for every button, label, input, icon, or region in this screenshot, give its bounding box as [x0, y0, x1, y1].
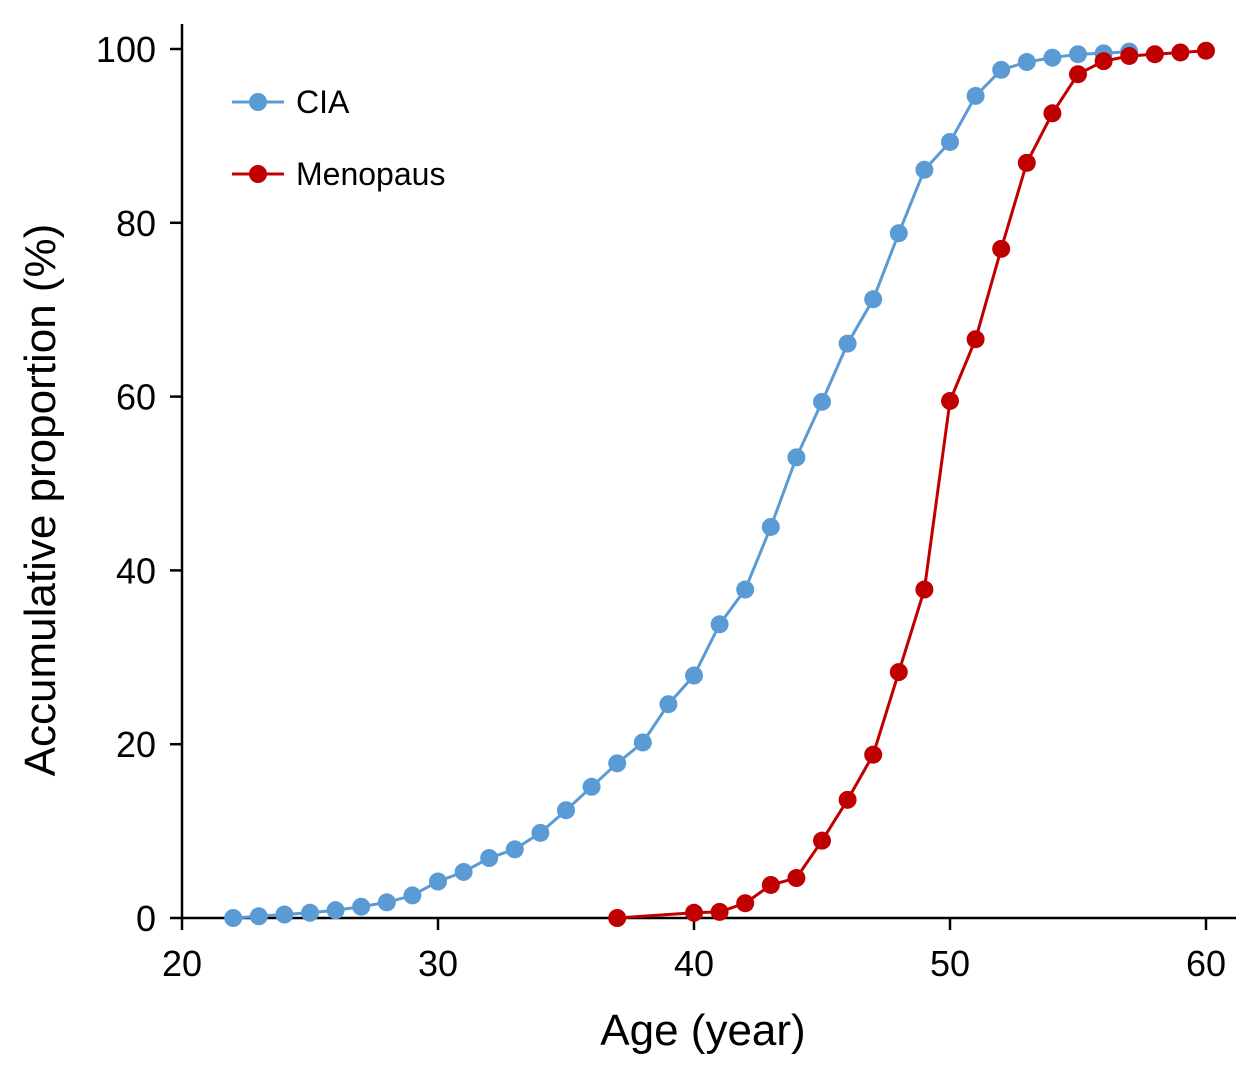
y-tick-label: 0 [136, 898, 156, 939]
series-line [617, 49, 1207, 920]
y-tick-label: 40 [116, 550, 156, 591]
data-point [761, 517, 780, 536]
series-cia [224, 42, 1139, 927]
x-axis-title: Age (year) [600, 1006, 805, 1055]
x-tick-label: 20 [162, 943, 202, 984]
legend-label: Menopaus [296, 156, 445, 192]
data-point [1017, 153, 1036, 172]
data-point [429, 872, 447, 891]
data-point [992, 60, 1011, 79]
data-point [966, 330, 985, 349]
legend: CIA Menopaus [232, 84, 445, 192]
data-point [864, 290, 883, 309]
data-point [326, 901, 345, 920]
data-point [1043, 48, 1062, 67]
data-point [864, 745, 883, 764]
legend-label: CIA [296, 84, 350, 120]
data-point [787, 448, 806, 467]
data-point [249, 907, 268, 926]
data-point [608, 909, 627, 927]
data-point [915, 160, 934, 179]
data-point [685, 903, 703, 922]
data-point [941, 132, 959, 151]
y-tick-label: 60 [116, 377, 156, 418]
y-tick-label: 100 [96, 29, 156, 70]
x-tick-label: 50 [930, 943, 970, 984]
data-point [557, 801, 575, 820]
y-axis-title: Accumulative proportion (%) [16, 224, 65, 777]
x-tick-label: 40 [674, 943, 714, 984]
data-point [505, 840, 524, 859]
data-point [224, 909, 243, 927]
data-point [454, 862, 473, 881]
y-tick-label: 80 [116, 203, 156, 244]
data-point [1017, 53, 1036, 72]
data-point [915, 580, 934, 599]
data-point [301, 903, 319, 922]
legend-marker [249, 93, 267, 111]
legend-item: Menopaus [232, 156, 445, 192]
data-point [1120, 46, 1139, 65]
y-ticks: 0 20 40 60 80 100 [96, 29, 182, 939]
data-point [1043, 104, 1062, 123]
data-point [352, 897, 371, 916]
y-tick-label: 20 [116, 724, 156, 765]
data-point [941, 391, 959, 410]
data-point [838, 790, 857, 809]
data-point [710, 902, 729, 921]
data-point [1145, 45, 1164, 64]
data-point [889, 224, 908, 243]
data-point [889, 663, 908, 682]
data-point [608, 754, 627, 773]
data-point [480, 849, 499, 868]
axes [180, 24, 1236, 920]
x-tick-label: 60 [1186, 943, 1226, 984]
x-ticks: 20 30 40 50 60 [162, 918, 1226, 984]
data-point [403, 886, 422, 905]
data-point [1197, 41, 1215, 60]
data-point [736, 894, 755, 913]
data-point [966, 86, 985, 105]
series-layer [224, 41, 1215, 927]
data-point [710, 615, 729, 634]
data-point [1094, 52, 1113, 71]
data-point [685, 666, 703, 685]
data-point [1069, 45, 1087, 64]
data-point [1069, 65, 1087, 84]
data-point [531, 823, 550, 842]
data-point [736, 580, 755, 599]
data-point [275, 905, 294, 924]
data-point [659, 695, 678, 714]
data-point [1171, 43, 1190, 62]
data-point [838, 334, 857, 353]
data-point [992, 239, 1011, 258]
series-menopaus [608, 41, 1215, 927]
data-point [761, 875, 780, 894]
data-point [582, 777, 601, 796]
data-point [633, 733, 652, 752]
data-point [377, 893, 396, 912]
data-point [787, 869, 806, 888]
legend-item: CIA [232, 84, 350, 120]
data-point [813, 831, 831, 850]
legend-marker [249, 165, 267, 183]
x-tick-label: 30 [418, 943, 458, 984]
data-point [813, 392, 831, 411]
